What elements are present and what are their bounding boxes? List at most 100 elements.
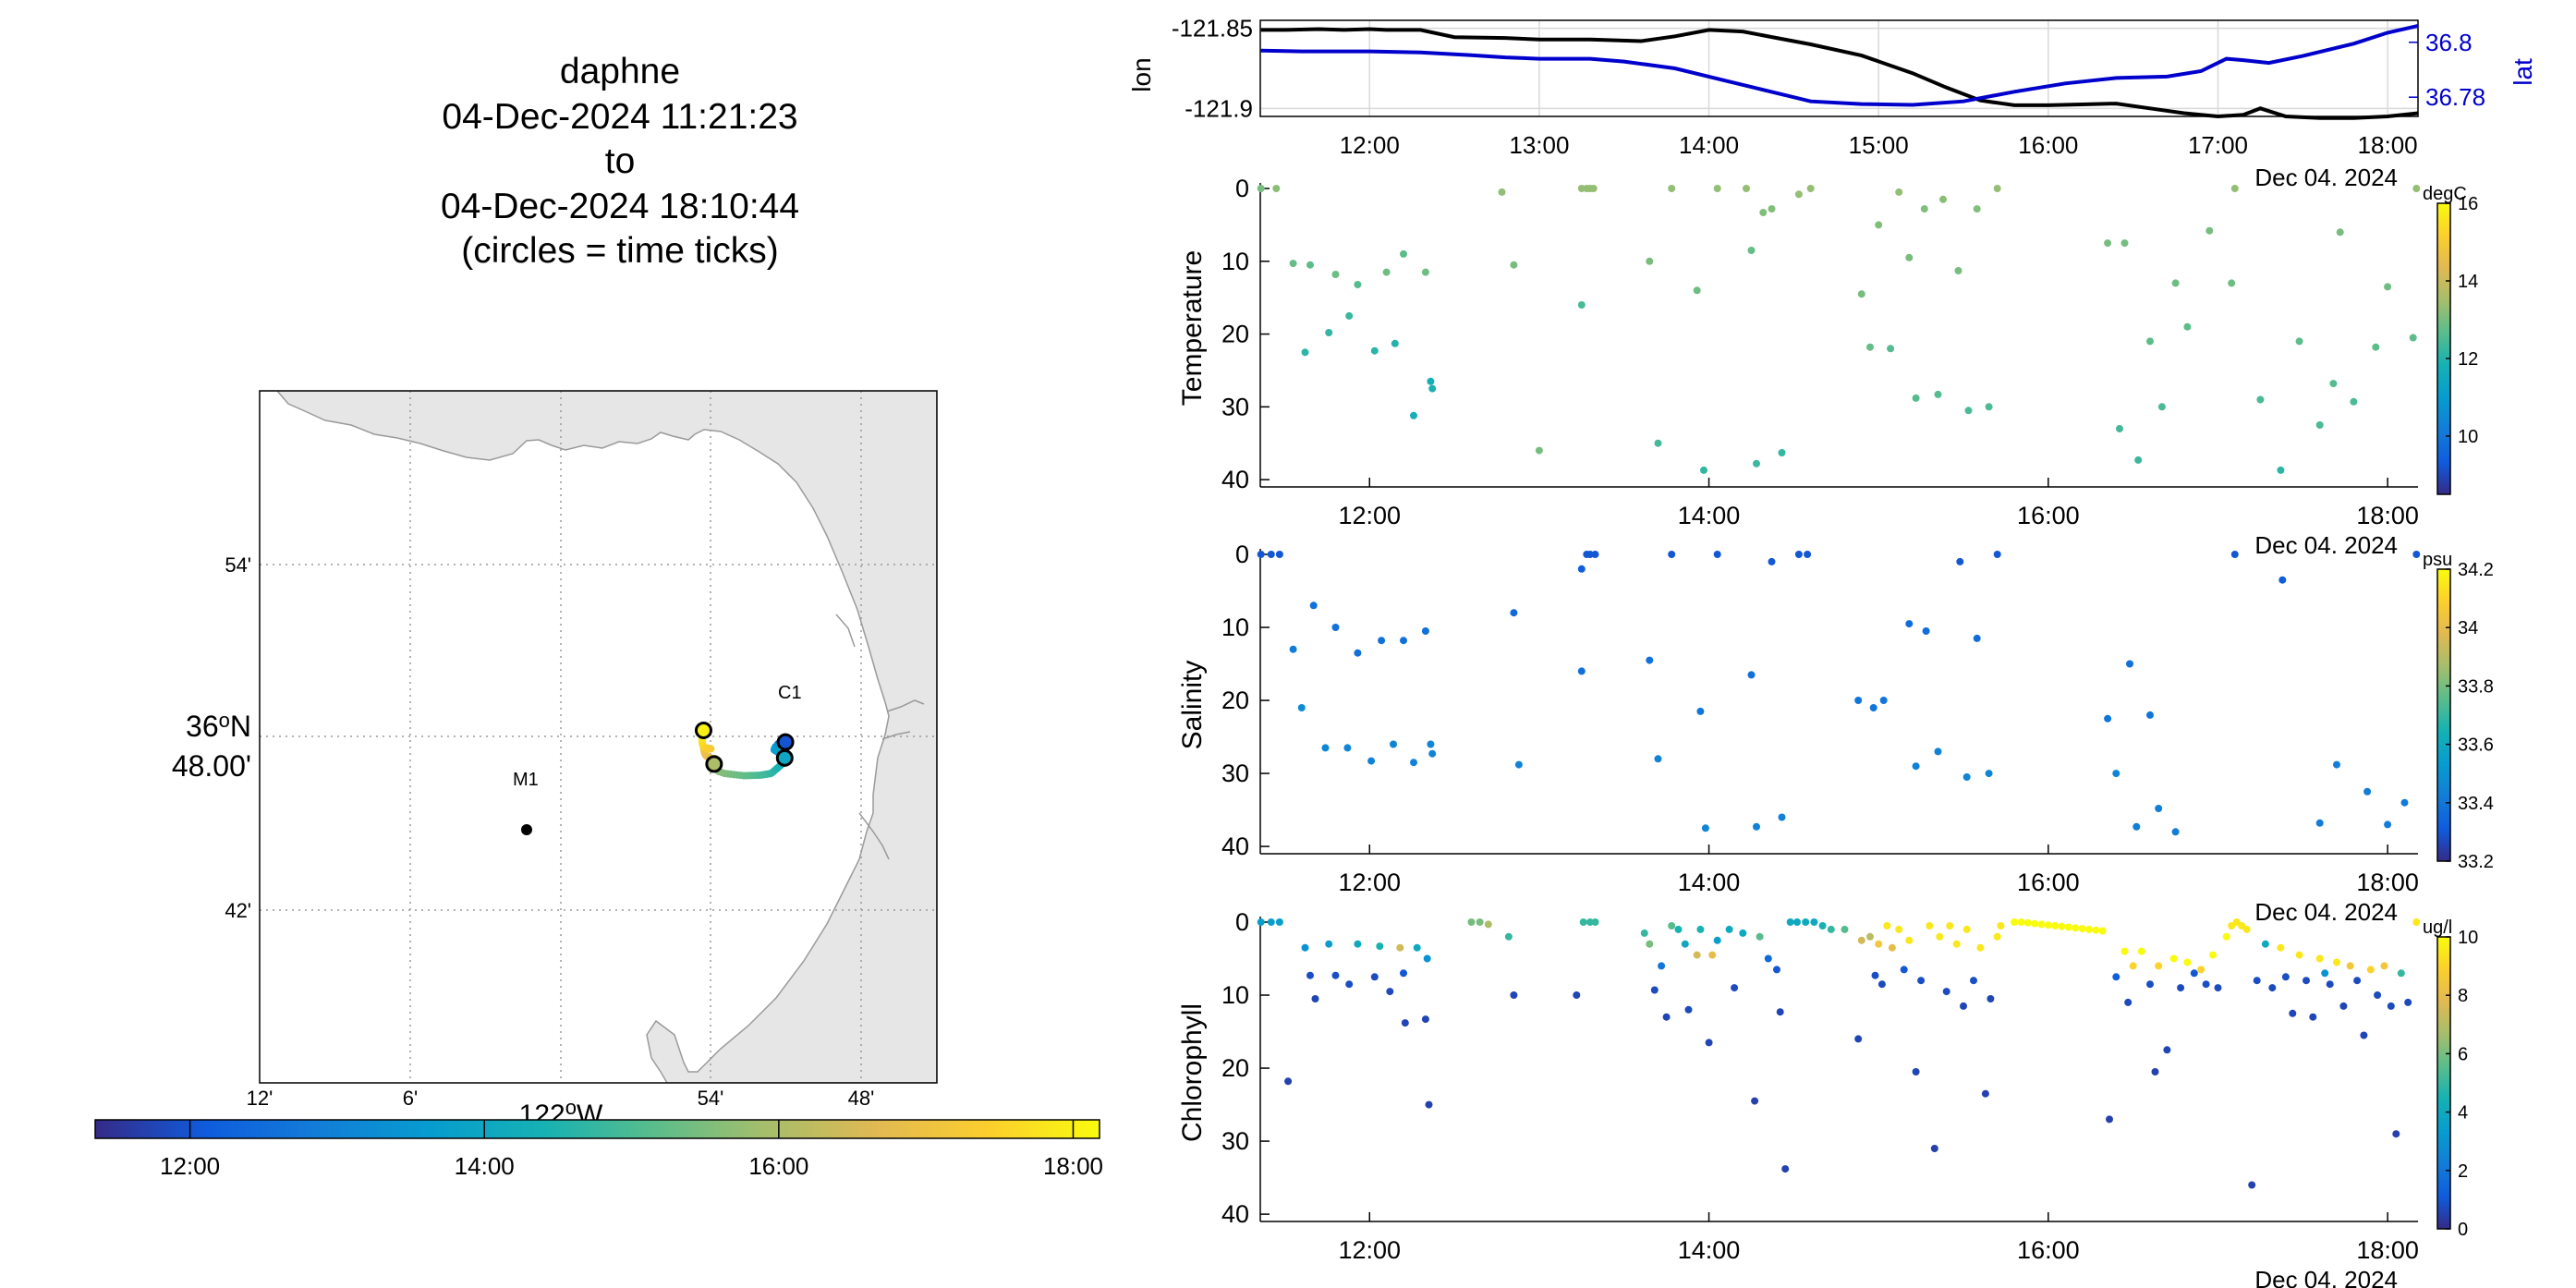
data-point	[1713, 936, 1721, 944]
lon-degree-unit: o	[565, 1096, 577, 1119]
data-point	[2104, 239, 2112, 248]
title-end: 04-Dec-2024 18:10:44	[441, 187, 799, 226]
x-tick-label: 14:00	[1678, 1236, 1741, 1264]
chlorophyll-axis-label: Chlorophyll	[1177, 1003, 1208, 1142]
data-point	[2277, 466, 2285, 474]
data-point	[2177, 984, 2185, 992]
data-point	[1498, 188, 1506, 196]
data-point	[1973, 634, 1981, 642]
data-point	[2072, 924, 2080, 932]
y-tick-label: 0	[1235, 541, 1249, 568]
position-date-label: Dec 04. 2024	[2254, 164, 2398, 191]
data-point	[1866, 932, 1874, 941]
colorbar-tick-label: 16	[2458, 194, 2478, 214]
date-label: Dec 04. 2024	[2254, 898, 2398, 926]
data-point	[1668, 551, 1676, 558]
colorbar-tick-label: 4	[2458, 1103, 2468, 1124]
data-point	[1912, 762, 1920, 771]
data-point	[2078, 925, 2086, 933]
data-point	[1378, 637, 1386, 645]
data-point	[1841, 925, 1849, 933]
data-point	[2171, 828, 2180, 836]
data-point	[2106, 1115, 2113, 1124]
data-point	[1257, 185, 1265, 192]
data-point	[2146, 980, 2154, 989]
time-colorbar-tick-label: 18:00	[1043, 1152, 1103, 1180]
data-point	[1646, 940, 1654, 948]
x-tick-label: 18:00	[2356, 1236, 2419, 1264]
data-point	[1793, 918, 1801, 926]
data-point	[2155, 962, 2163, 970]
data-point	[1650, 986, 1659, 994]
data-point	[1272, 185, 1281, 192]
data-point	[2363, 787, 2372, 796]
data-point	[2120, 947, 2129, 955]
data-point	[1640, 929, 1648, 937]
lon-tick-label: 6'	[403, 1087, 418, 1110]
time-tick-circle	[694, 721, 712, 739]
y-tick-label: 40	[1221, 466, 1249, 493]
data-point	[1301, 348, 1309, 357]
colorbar-unit-label: degC	[2423, 184, 2467, 204]
data-point	[1401, 1019, 1409, 1027]
data-point	[1713, 551, 1721, 558]
data-point	[1877, 980, 1886, 989]
data-point	[2104, 714, 2112, 723]
y-tick-label: 20	[1221, 1054, 1249, 1082]
station-c1-label: C1	[778, 683, 802, 703]
data-point	[1781, 1165, 1790, 1173]
data-point	[1857, 290, 1865, 298]
position-x-tick-label: 12:00	[1340, 131, 1400, 159]
station-m1-label: M1	[513, 770, 539, 790]
data-point	[2326, 980, 2334, 989]
lat-degree-value: 36	[186, 710, 219, 743]
data-point	[1939, 195, 1947, 203]
data-point	[2321, 969, 2329, 978]
lat-axis-label: lat	[2509, 58, 2537, 86]
data-point	[1577, 667, 1586, 675]
data-point	[1747, 671, 1756, 679]
colorbar-tick-label: 14	[2458, 272, 2478, 292]
data-point	[2183, 958, 2192, 966]
data-point	[2315, 819, 2324, 827]
data-point	[2360, 1031, 2368, 1039]
data-point	[2222, 932, 2230, 941]
data-point	[2387, 1002, 2395, 1010]
y-tick-label: 40	[1221, 1200, 1249, 1228]
x-tick-label: 12:00	[1338, 869, 1401, 896]
data-point	[1396, 943, 1404, 952]
time-colorbar-tick-label: 12:00	[160, 1152, 220, 1180]
data-point	[1866, 343, 1874, 351]
map-lon-labels: 12' 6' 54' 48' 122oW	[247, 1087, 875, 1130]
lat-degree-label: 36oN	[186, 709, 251, 743]
data-point	[1954, 267, 1962, 274]
x-tick-label: 16:00	[2017, 869, 2080, 896]
data-point	[1345, 980, 1354, 989]
data-point	[1591, 551, 1599, 558]
data-point	[2400, 798, 2409, 807]
data-point	[2256, 395, 2265, 404]
data-point	[1905, 936, 1914, 944]
data-point	[1668, 185, 1676, 192]
data-point	[1759, 209, 1768, 216]
time-colorbar-tick-label: 16:00	[748, 1152, 808, 1180]
data-point	[2124, 998, 2132, 1006]
data-point	[1510, 261, 1518, 269]
data-point	[1985, 770, 1993, 778]
data-point	[2315, 954, 2324, 963]
map-lat-labels: 54' 42' 36oN 48.00'	[172, 553, 251, 922]
data-point	[1343, 744, 1352, 752]
y-tick-label: 20	[1221, 687, 1249, 714]
data-point	[1962, 925, 1971, 933]
data-point	[2366, 966, 2375, 974]
data-point	[1753, 822, 1760, 831]
y-tick-label: 0	[1235, 175, 1249, 202]
data-point	[1768, 205, 1776, 213]
lon-tick-label: 48'	[848, 1087, 875, 1110]
data-point	[1681, 940, 1689, 948]
map-inlet	[835, 614, 925, 860]
map-land	[260, 391, 937, 1083]
data-point	[1654, 439, 1662, 447]
data-point	[2126, 660, 2133, 668]
